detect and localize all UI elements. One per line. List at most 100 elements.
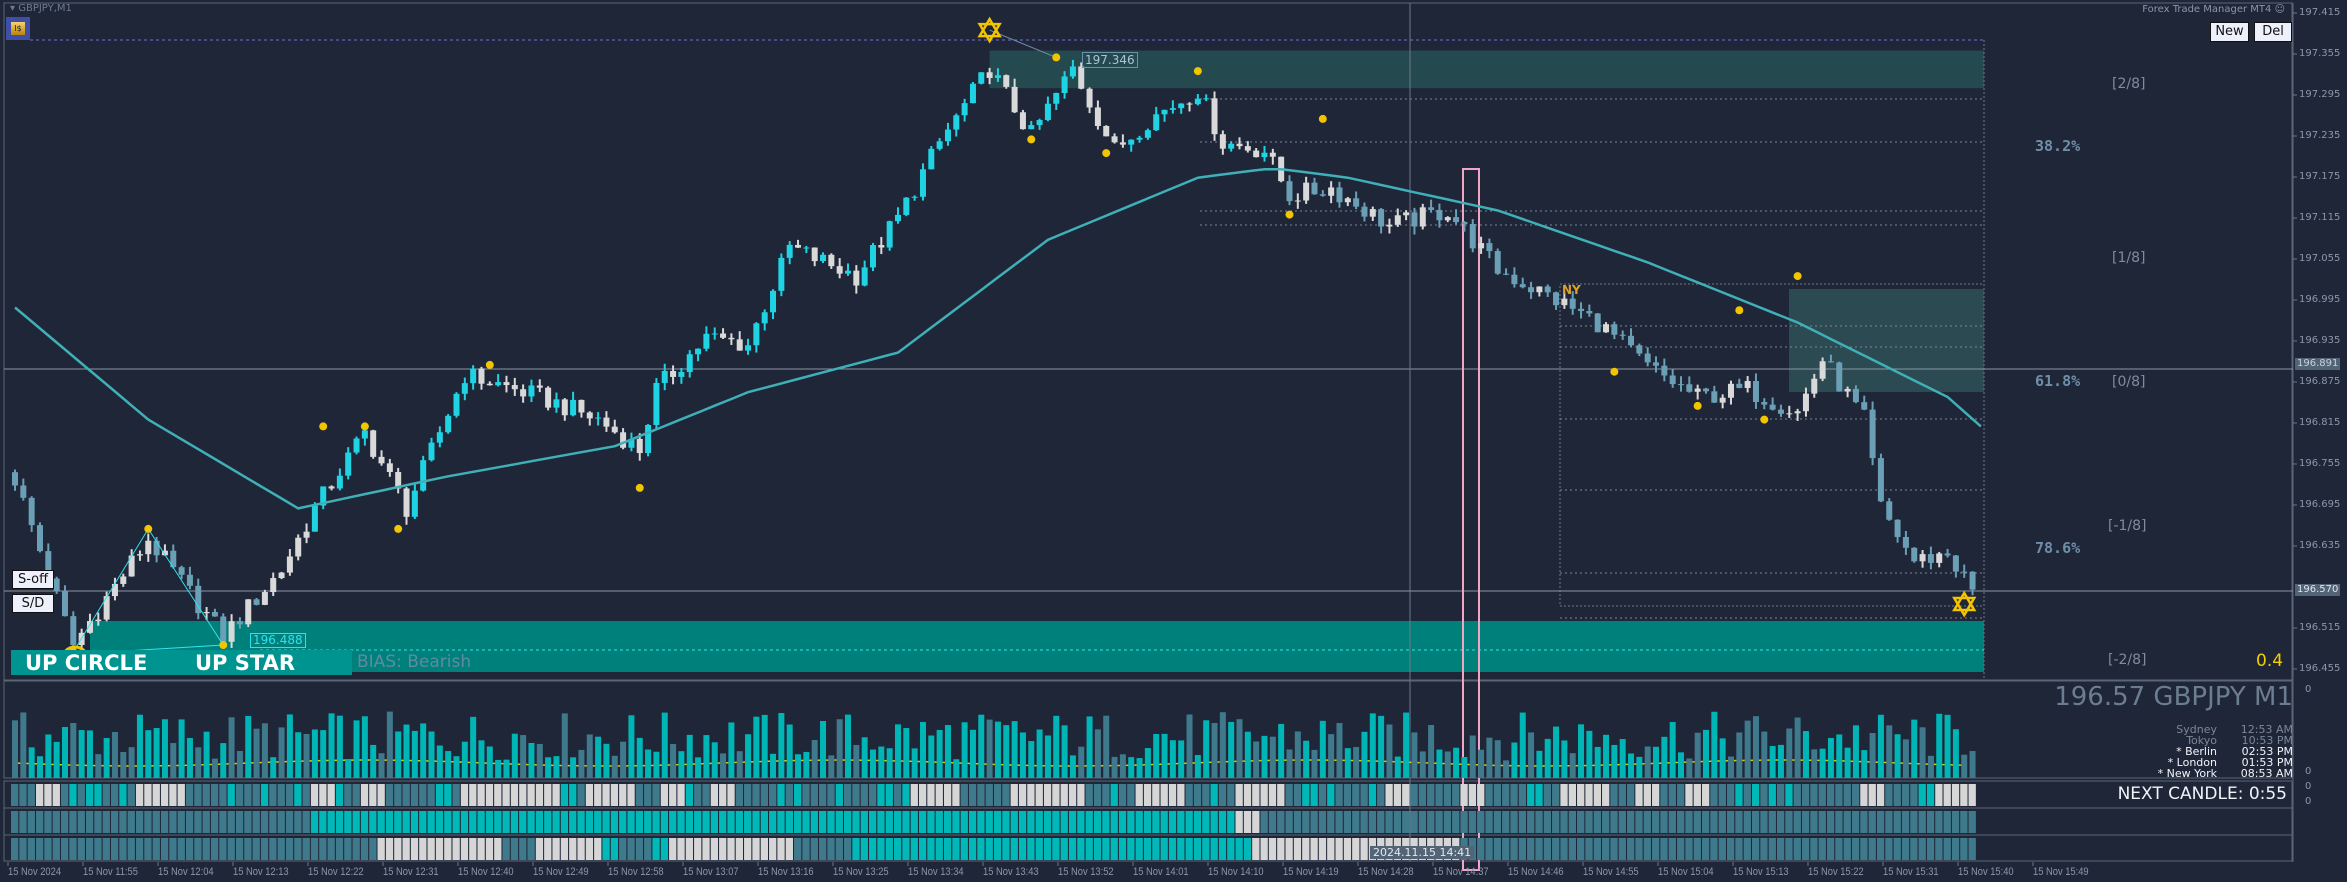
indicator-cell [1860, 838, 1868, 860]
candle-body [1194, 98, 1201, 105]
indicator-cell [677, 838, 685, 860]
indicator-cell [1910, 784, 1918, 806]
indicator-cell [469, 784, 477, 806]
session-row: * Berlin 02:53 PM [2158, 746, 2293, 757]
candle-body [836, 266, 843, 274]
indicator-cell [1268, 811, 1277, 833]
indicator-cell [1260, 811, 1268, 833]
candle-body [1969, 571, 1976, 590]
indicator-cell [1876, 784, 1885, 806]
volume-bar [1086, 716, 1093, 778]
session-marker[interactable] [1462, 168, 1480, 871]
indicator-cell [252, 784, 260, 806]
indicator-cell [85, 784, 94, 806]
indicator-cell [335, 811, 344, 833]
indicator-cell [1135, 811, 1143, 833]
candle-body [1203, 98, 1210, 100]
indicator-cell [1443, 811, 1452, 833]
volume-bar [1902, 739, 1909, 778]
candle-body [886, 221, 893, 248]
indicator-cell [660, 784, 669, 806]
indicator-cell [1185, 784, 1193, 806]
del-button[interactable]: Del [2254, 22, 2292, 42]
time-label: 15 Nov 13:52 [1058, 866, 1114, 878]
indicator-cell [902, 811, 910, 833]
indicator-cell [652, 811, 660, 833]
indicator-cell [760, 811, 768, 833]
indicator-cell [385, 784, 394, 806]
indicator-cell [1335, 838, 1343, 860]
indicator-cell [535, 784, 544, 806]
indicator-cell [727, 784, 735, 806]
volume-bar [1544, 738, 1551, 778]
indicator-cell [510, 784, 519, 806]
sd-button[interactable]: S/D [12, 594, 54, 613]
new-button[interactable]: New [2210, 22, 2249, 42]
candle-body [1336, 187, 1343, 203]
indicator-cell [985, 838, 993, 860]
indicator-cell [1535, 838, 1543, 860]
candle-body [978, 72, 985, 84]
time-label: 15 Nov 14:37 [1433, 866, 1489, 878]
volume-bar [1636, 756, 1643, 778]
time-label: 15 Nov 15:31 [1883, 866, 1939, 878]
indicator-cell [52, 811, 60, 833]
indicator-cell [644, 784, 652, 806]
candle-body [894, 214, 901, 222]
volume-bar [195, 747, 202, 778]
indicator-cell [1460, 784, 1468, 806]
indicator-cell [927, 784, 935, 806]
indicator-cell [1960, 811, 1968, 833]
supply-zone [989, 50, 1984, 89]
volume-bar [136, 714, 143, 778]
candle-body [1061, 76, 1068, 94]
indicator-cell [943, 838, 952, 860]
indicator-cell [1318, 838, 1327, 860]
volume-bar [1294, 731, 1301, 778]
indicator-cell [627, 811, 635, 833]
candle-body [628, 438, 635, 448]
candle-body [1719, 397, 1726, 403]
candle-body [1386, 224, 1393, 227]
volume-bar [1536, 750, 1543, 778]
candle-body [1369, 209, 1376, 217]
swing-point-dot [1735, 306, 1744, 315]
volume-bar [1036, 729, 1043, 778]
indicator-cell [952, 838, 960, 860]
indicator-cell [152, 784, 160, 806]
candle-body [545, 387, 552, 408]
candle-body [994, 75, 1001, 78]
session-time: 08:53 AM [2240, 767, 2293, 780]
indicator-cell [1202, 784, 1210, 806]
volume-bar [1011, 721, 1018, 778]
indicator-cell [527, 838, 535, 860]
volume-bar [645, 749, 652, 778]
indicator-cell [1235, 811, 1243, 833]
s-off-button[interactable]: S-off [12, 570, 54, 589]
indicator-cell [1127, 811, 1135, 833]
session-time: 12:53 AM [2240, 723, 2293, 736]
time-label: 15 Nov 13:07 [683, 866, 739, 878]
indicator-icon[interactable]: I$ [6, 17, 30, 40]
time-label: 15 Nov 14:46 [1508, 866, 1564, 878]
candle-body [1319, 194, 1326, 196]
indicator-cell [444, 784, 452, 806]
candle-body [578, 399, 585, 413]
volume-bar [20, 712, 27, 778]
indicator-cell [1935, 784, 1943, 806]
indicator-cell [152, 838, 160, 860]
candle-body [753, 323, 760, 346]
indicator-cell [794, 784, 802, 806]
star-icon [977, 22, 1002, 44]
indicator-cell [885, 838, 893, 860]
candle-body [1769, 404, 1776, 410]
indicator-cell [419, 811, 427, 833]
indicator-cell [19, 811, 27, 833]
indicator-cell [1668, 784, 1676, 806]
candle-body [1236, 143, 1243, 147]
candle-body [1911, 547, 1918, 562]
candle-body [1394, 215, 1401, 225]
candle-body [1086, 88, 1093, 108]
volume-bar [1578, 724, 1585, 778]
